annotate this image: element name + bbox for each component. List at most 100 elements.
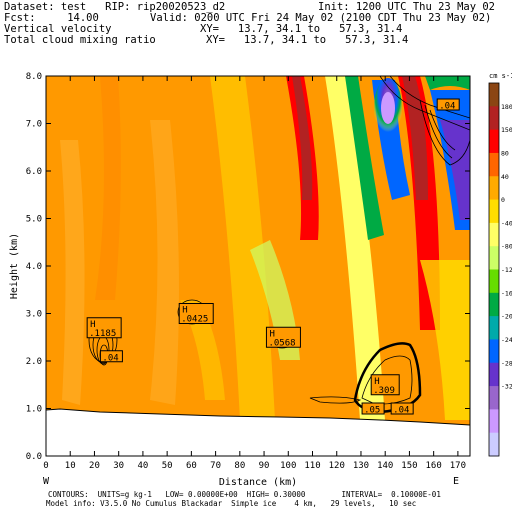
footer-contours: CONTOURS: UNITS=g kg-1 LOW= 0.00000E+00 … bbox=[48, 490, 441, 499]
x-tick-label: 70 bbox=[210, 461, 221, 471]
annotation-box: .05 bbox=[361, 402, 385, 416]
colorbar-swatch bbox=[489, 152, 499, 177]
velocity-field bbox=[46, 76, 470, 456]
field1-xy: XY= 13.7, 34.1 to 57.3, 31.4 bbox=[200, 23, 403, 35]
forecast-hour: Fcst: 14.00 bbox=[4, 12, 99, 24]
colorbar-level-label: -160 bbox=[501, 289, 512, 297]
x-tick-label: 30 bbox=[113, 461, 124, 471]
colorbar-swatch bbox=[489, 246, 499, 270]
x-tick-label: 110 bbox=[304, 461, 320, 471]
annotation-value: .04 bbox=[393, 406, 409, 416]
colorbar-level-label: -320 bbox=[501, 383, 512, 391]
colorbar-level-label: 0 bbox=[501, 196, 505, 204]
colorbar-swatch bbox=[489, 129, 499, 154]
colorbar-level-label: 80 bbox=[501, 149, 509, 157]
x-tick-label: 90 bbox=[259, 461, 270, 471]
colorbar-swatch bbox=[489, 386, 499, 410]
colorbar-level-label: -200 bbox=[501, 313, 512, 321]
annotation-box: H.1185 bbox=[86, 317, 122, 339]
annotation-box: .04 bbox=[436, 98, 460, 112]
annotation-box: H.0568 bbox=[265, 326, 301, 348]
x-tick-label: 140 bbox=[377, 461, 393, 471]
y-tick-label: 6.0 bbox=[26, 167, 42, 177]
x-tick-label: 130 bbox=[353, 461, 369, 471]
colorbar-level-label: -120 bbox=[501, 266, 512, 274]
y-tick-label: 2.0 bbox=[26, 357, 42, 367]
annotation-frame bbox=[361, 402, 385, 415]
annotation-frame bbox=[86, 317, 122, 339]
colorbar-swatch bbox=[489, 292, 499, 317]
x-tick-label: 170 bbox=[450, 461, 466, 471]
colorbar-swatch bbox=[489, 176, 499, 201]
x-tick-label: 0 bbox=[43, 461, 48, 471]
colorbar-level-label: -280 bbox=[501, 359, 512, 367]
annotation-frame bbox=[265, 326, 301, 348]
colorbar-frame bbox=[488, 82, 500, 457]
colorbar-level-label: 180 bbox=[501, 103, 512, 111]
annotation-high-label: H bbox=[374, 377, 379, 387]
field2-xy: XY= 13.7, 34.1 to 57.3, 31.4 bbox=[206, 34, 409, 46]
annotation-value: .1185 bbox=[89, 329, 116, 339]
y-tick-label: 5.0 bbox=[26, 215, 42, 225]
y-tick-label: 1.0 bbox=[26, 405, 42, 415]
x-tick-label: 60 bbox=[186, 461, 197, 471]
colorbar-swatch bbox=[489, 339, 499, 364]
y-tick-label: 0.0 bbox=[26, 452, 42, 462]
colorbar-swatch bbox=[489, 199, 499, 224]
annotation-high-label: H bbox=[182, 306, 187, 316]
colorbar-swatch bbox=[489, 316, 499, 340]
x-tick-label: 20 bbox=[89, 461, 100, 471]
colorbar-level-label: 40 bbox=[501, 173, 509, 181]
x-tick-label: 100 bbox=[280, 461, 296, 471]
annotation-frame bbox=[370, 374, 400, 396]
annotation-high-label: H bbox=[90, 320, 95, 330]
annotation-frame bbox=[390, 402, 414, 415]
x-tick-label: 160 bbox=[426, 461, 442, 471]
annotation-frame bbox=[178, 303, 214, 324]
annotation-box: H.309 bbox=[370, 374, 400, 396]
annotation-value: .0568 bbox=[268, 338, 295, 348]
colorbar-level-label: -240 bbox=[501, 336, 512, 344]
west-label: W bbox=[43, 476, 50, 487]
annotation-frame bbox=[99, 350, 123, 363]
colorbar-swatch bbox=[489, 83, 499, 107]
annotation-box: .04 bbox=[99, 350, 123, 363]
y-axis: 0.0 1.0 2.0 3.0 4.0 5.0 6.0 7.0 8.0 bbox=[26, 72, 470, 462]
annotation-box: H.0425 bbox=[178, 303, 214, 325]
colorbar-level-label: -80 bbox=[501, 243, 512, 251]
init-time: Init: 1200 UTC Thu 23 May 02 bbox=[318, 1, 496, 13]
y-tick-label: 3.0 bbox=[26, 310, 42, 320]
colorbar-swatch bbox=[489, 269, 499, 294]
x-axis: 0 10 20 30 40 50 60 70 80 90 100 110 120 130 140 150 160… bbox=[43, 76, 466, 471]
dataset-line: Dataset: test RIP: rip20020523_d2 bbox=[4, 1, 226, 13]
annotation-value: .0425 bbox=[181, 315, 208, 325]
east-label: E bbox=[453, 476, 459, 487]
annotation-value: .309 bbox=[373, 386, 395, 396]
colorbar-level-label: 150 bbox=[501, 126, 512, 134]
x-axis-label: Distance (km) bbox=[219, 477, 297, 488]
x-tick-label: 120 bbox=[329, 461, 345, 471]
field2-name: Total cloud mixing ratio bbox=[4, 34, 156, 46]
y-tick-label: 8.0 bbox=[26, 72, 42, 82]
annotation-box: .04 bbox=[390, 402, 414, 416]
annotation-value: .04 bbox=[102, 353, 118, 363]
colorbar-swatch bbox=[489, 409, 499, 434]
colorbar-swatch bbox=[489, 106, 499, 131]
annotation-value: .04 bbox=[439, 102, 455, 112]
colorbar-swatch bbox=[489, 362, 499, 387]
x-tick-label: 10 bbox=[65, 461, 76, 471]
x-tick-label: 40 bbox=[137, 461, 148, 471]
field1-name: Vertical velocity bbox=[4, 23, 112, 35]
colorbar-swatch bbox=[489, 432, 499, 457]
annotation-value: .05 bbox=[364, 406, 380, 416]
x-tick-label: 50 bbox=[162, 461, 173, 471]
colorbar-level-label: -40 bbox=[501, 219, 512, 227]
y-tick-label: 4.0 bbox=[26, 262, 42, 272]
colorbar: 180 150 80 40 0 -40 -80 -120 -160 -200 -240 -280 -32… bbox=[488, 82, 512, 457]
valid-time: Valid: 0200 UTC Fri 24 May 02 (2100 CDT … bbox=[150, 12, 492, 24]
colorbar-units: cm s-1 bbox=[489, 72, 512, 80]
colorbar-swatch bbox=[489, 222, 499, 247]
x-tick-label: 150 bbox=[401, 461, 417, 471]
